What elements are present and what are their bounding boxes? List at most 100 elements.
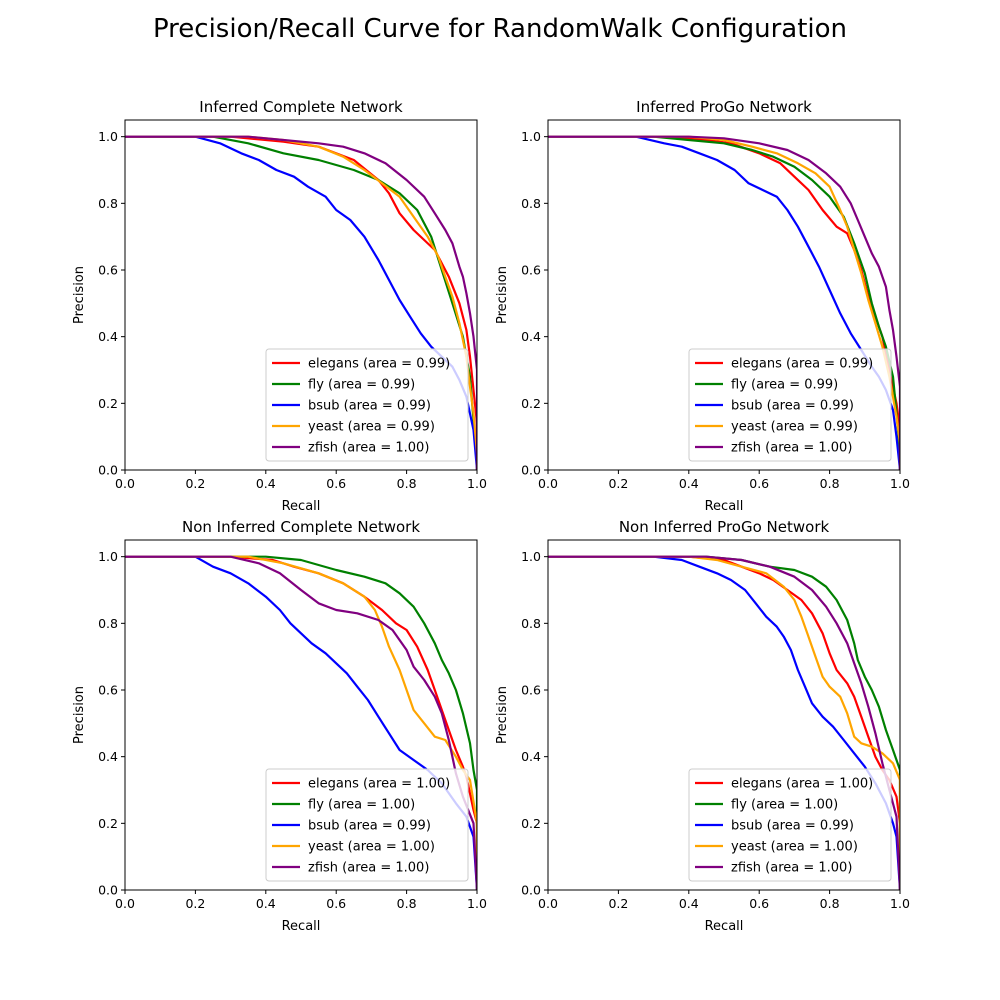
- y-tick-label: 0.0: [521, 883, 541, 898]
- legend-entry-zfish: zfish (area = 1.00): [731, 441, 852, 456]
- y-tick-label: 0.2: [521, 816, 541, 831]
- legend-box: [265, 348, 469, 462]
- legend-entry-bsub: bsub (area = 0.99): [731, 399, 854, 414]
- y-tick-label: 0.4: [521, 749, 541, 764]
- y-tick-label: 0.2: [98, 396, 118, 411]
- x-tick-label: 0.4: [679, 896, 699, 911]
- y-tick-label: 0.4: [98, 749, 118, 764]
- series-line-zfish: [548, 135, 900, 470]
- x-tick-label: 0.6: [326, 476, 346, 491]
- x-tick-label: 0.8: [397, 896, 417, 911]
- y-tick-label: 1.0: [521, 129, 541, 144]
- y-axis-label: Precision: [72, 686, 87, 744]
- subplot-title: Non Inferred ProGo Network: [619, 518, 830, 536]
- y-axis-label: Precision: [72, 266, 87, 324]
- y-tick-label: 1.0: [98, 129, 118, 144]
- x-tick-label: 0.8: [820, 476, 840, 491]
- legend-box: [688, 768, 892, 882]
- legend-entry-fly: fly (area = 1.00): [308, 798, 415, 813]
- x-tick-label: 0.4: [679, 476, 699, 491]
- x-axis-label: Recall: [705, 499, 744, 514]
- legend-box: [265, 768, 469, 882]
- x-axis-label: Recall: [282, 919, 321, 934]
- y-tick-label: 0.0: [98, 883, 118, 898]
- legend: elegans (area = 1.00) fly (area = 1.00) bs…: [265, 768, 469, 882]
- legend-entry-elegans: elegans (area = 1.00): [308, 777, 450, 792]
- x-tick-label: 1.0: [890, 896, 910, 911]
- y-tick-label: 0.8: [521, 196, 541, 211]
- legend-entry-bsub: bsub (area = 0.99): [308, 819, 431, 834]
- subplot-title: Non Inferred Complete Network: [182, 518, 420, 536]
- x-tick-label: 0.0: [538, 896, 558, 911]
- y-axis-label: Precision: [495, 266, 510, 324]
- y-tick-label: 0.0: [521, 463, 541, 478]
- x-axis-label: Recall: [282, 499, 321, 514]
- x-tick-label: 0.6: [326, 896, 346, 911]
- legend-entry-fly: fly (area = 0.99): [308, 378, 415, 393]
- x-tick-label: 0.2: [185, 896, 205, 911]
- x-tick-label: 0.6: [749, 476, 769, 491]
- subplot-1: Inferred Complete Network 0.0 0.2 0.4 0.6 0.8…: [72, 98, 487, 514]
- axes-frame: [124, 119, 478, 471]
- legend-entry-elegans: elegans (area = 0.99): [731, 357, 873, 372]
- x-tick-label: 0.6: [749, 896, 769, 911]
- series-line-yeast: [125, 555, 477, 890]
- x-tick-label: 0.4: [256, 896, 276, 911]
- y-tick-label: 0.8: [521, 616, 541, 631]
- subplot-4: Non Inferred ProGo Network 0.0 0.2 0.4 0.6 0.…: [495, 518, 910, 934]
- legend-box: [688, 348, 892, 462]
- legend-entry-fly: fly (area = 1.00): [731, 798, 838, 813]
- legend-entry-elegans: elegans (area = 1.00): [731, 777, 873, 792]
- legend: elegans (area = 0.99) fly (area = 0.99) bs…: [265, 348, 469, 462]
- legend-entry-elegans: elegans (area = 0.99): [308, 357, 450, 372]
- legend-entry-yeast: yeast (area = 1.00): [308, 840, 435, 855]
- x-tick-label: 0.0: [115, 896, 135, 911]
- legend-entry-yeast: yeast (area = 0.99): [308, 420, 435, 435]
- y-tick-label: 0.6: [98, 683, 118, 698]
- y-tick-label: 1.0: [521, 549, 541, 564]
- y-tick-label: 0.2: [98, 816, 118, 831]
- figure-title: Precision/Recall Curve for RandomWalk Co…: [152, 14, 848, 44]
- x-tick-label: 1.0: [890, 476, 910, 491]
- legend-entry-zfish: zfish (area = 1.00): [308, 441, 429, 456]
- y-tick-label: 0.0: [98, 463, 118, 478]
- subplot-2: Inferred ProGo Network 0.0 0.2 0.4 0.6 0.8 1.0…: [495, 98, 910, 514]
- x-tick-label: 0.2: [608, 896, 628, 911]
- axes-frame: [547, 119, 901, 471]
- legend-entry-bsub: bsub (area = 0.99): [731, 819, 854, 834]
- y-tick-label: 0.4: [98, 329, 118, 344]
- legend-entry-zfish: zfish (area = 1.00): [731, 861, 852, 876]
- x-tick-label: 0.4: [256, 476, 276, 491]
- legend-entry-zfish: zfish (area = 1.00): [308, 861, 429, 876]
- subplot-3: Non Inferred Complete Network 0.0 0.2 0.4 0.…: [72, 518, 487, 934]
- x-tick-label: 1.0: [467, 896, 487, 911]
- series-line-zfish: [125, 135, 477, 470]
- legend-entry-bsub: bsub (area = 0.99): [308, 399, 431, 414]
- y-tick-label: 0.2: [521, 396, 541, 411]
- x-tick-label: 1.0: [467, 476, 487, 491]
- y-tick-label: 0.4: [521, 329, 541, 344]
- subplot-title: Inferred ProGo Network: [636, 98, 812, 116]
- series-line-fly: [125, 555, 477, 890]
- legend-entry-fly: fly (area = 0.99): [731, 378, 838, 393]
- y-tick-label: 0.8: [98, 196, 118, 211]
- y-tick-label: 0.6: [521, 263, 541, 278]
- x-tick-label: 0.8: [820, 896, 840, 911]
- subplot-title: Inferred Complete Network: [199, 98, 403, 116]
- legend: elegans (area = 1.00) fly (area = 1.00) bs…: [688, 768, 892, 882]
- legend: elegans (area = 0.99) fly (area = 0.99) bs…: [688, 348, 892, 462]
- y-tick-label: 0.6: [521, 683, 541, 698]
- x-tick-label: 0.2: [608, 476, 628, 491]
- axes-frame: [547, 539, 901, 891]
- x-tick-label: 0.2: [185, 476, 205, 491]
- y-tick-label: 0.6: [98, 263, 118, 278]
- x-tick-label: 0.0: [115, 476, 135, 491]
- x-tick-label: 0.0: [538, 476, 558, 491]
- series-line-yeast: [125, 135, 477, 470]
- y-axis-label: Precision: [495, 686, 510, 744]
- y-tick-label: 0.8: [98, 616, 118, 631]
- axes-frame: [124, 539, 478, 891]
- legend-entry-yeast: yeast (area = 0.99): [731, 420, 858, 435]
- legend-entry-yeast: yeast (area = 1.00): [731, 840, 858, 855]
